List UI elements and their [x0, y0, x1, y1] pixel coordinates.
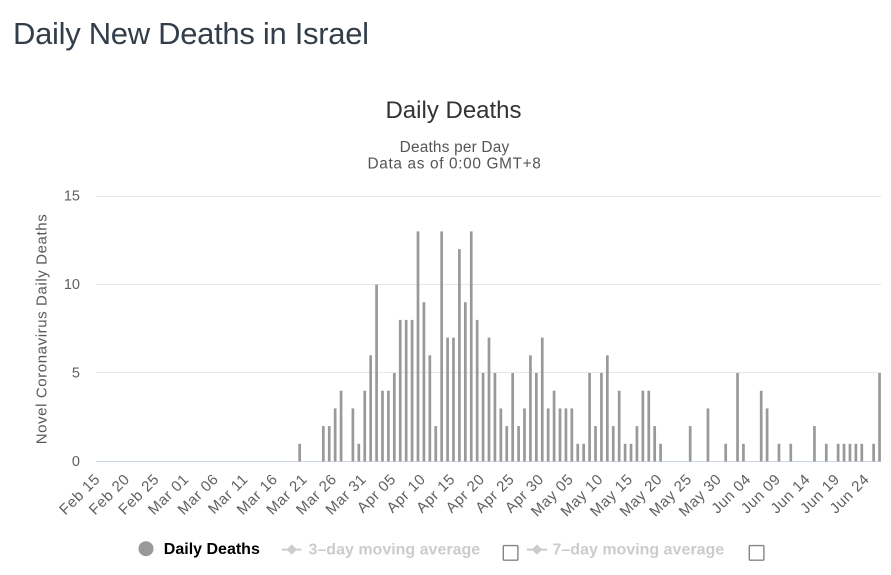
svg-text:5: 5: [72, 366, 80, 382]
svg-text:15: 15: [64, 189, 80, 205]
svg-text:7–day moving average: 7–day moving average: [553, 541, 725, 558]
svg-text:Data as of 0:00 GMT+8: Data as of 0:00 GMT+8: [367, 156, 541, 173]
svg-text:3–day moving average: 3–day moving average: [309, 541, 481, 558]
svg-text:Novel Coronavirus Daily Deaths: Novel Coronavirus Daily Deaths: [34, 214, 51, 445]
svg-text:Daily Deaths: Daily Deaths: [164, 541, 260, 558]
svg-text:0: 0: [72, 454, 80, 470]
svg-text:Daily Deaths: Daily Deaths: [385, 97, 521, 124]
svg-text:Deaths per Day: Deaths per Day: [400, 139, 510, 156]
svg-text:10: 10: [64, 277, 80, 293]
